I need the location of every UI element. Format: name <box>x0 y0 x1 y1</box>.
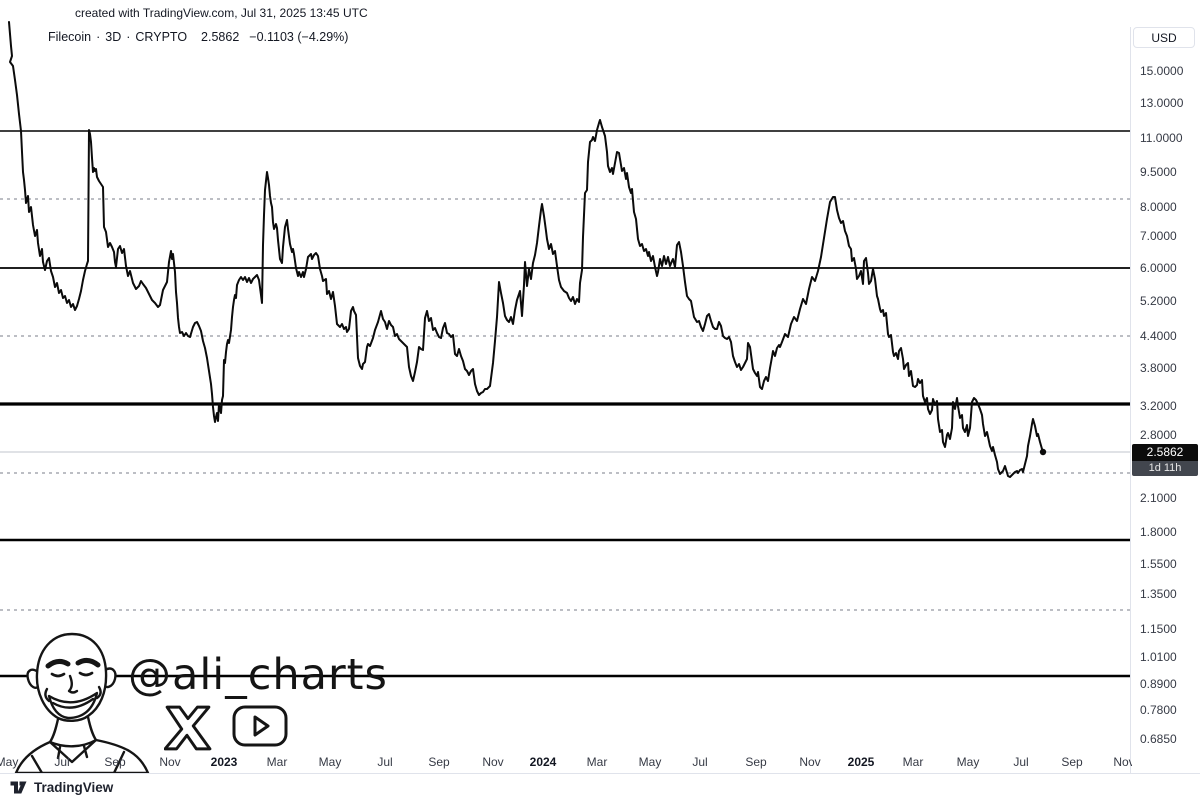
time-tick-label: Mar <box>266 755 288 769</box>
price-tick-label: 3.8000 <box>1140 361 1177 375</box>
symbol-interval: 3D <box>105 30 122 44</box>
time-tick-year-label: 2025 <box>847 755 875 769</box>
time-tick-label: Nov <box>799 755 821 769</box>
time-tick-label: Nov <box>482 755 504 769</box>
time-tick-label: Sep <box>428 755 450 769</box>
separator-dot: · <box>126 30 131 44</box>
time-tick-label: Jul <box>692 755 708 769</box>
price-tick-label: 5.2000 <box>1140 294 1177 308</box>
price-scale-separator <box>1130 27 1131 773</box>
watermark-handle: @ali_charts <box>128 650 388 700</box>
symbol-exchange: CRYPTO <box>135 30 188 44</box>
price-tick-label: 0.8900 <box>1140 677 1177 691</box>
price-tick-label: 13.0000 <box>1140 96 1184 110</box>
youtube-logo-icon <box>232 705 288 747</box>
time-tick-label: May <box>0 755 19 769</box>
time-tick-label: May <box>318 755 342 769</box>
price-tick-label: 1.0100 <box>1140 650 1177 664</box>
time-tick-label: Jul <box>54 755 70 769</box>
price-tick-label: 9.5000 <box>1140 165 1177 179</box>
price-tick-label: 7.0000 <box>1140 229 1177 243</box>
time-tick-year-label: 2023 <box>210 755 238 769</box>
tradingview-footer[interactable]: TradingView <box>10 780 113 795</box>
time-tick-label: Jul <box>377 755 393 769</box>
symbol-legend[interactable]: Filecoin · 3D · CRYPTO 2.5862 −0.1103 (−4.29%) <box>48 30 348 44</box>
price-tick-label: 2.8000 <box>1140 428 1177 442</box>
price-tick-label: 1.8000 <box>1140 525 1177 539</box>
portrait-sketch-icon <box>14 632 150 773</box>
footer-separator <box>0 773 1200 774</box>
legend-last-price: 2.5862 <box>201 30 240 44</box>
last-price-badge: 2.5862 1d 11h <box>1132 444 1198 476</box>
time-tick-label: Mar <box>902 755 924 769</box>
last-price-dot <box>1039 448 1047 456</box>
time-tick-label: Nov <box>1113 755 1132 769</box>
time-tick-label: Sep <box>745 755 767 769</box>
time-scale[interactable]: May Jul Sep Nov 2023 Mar May Jul Sep Nov 2024 Mar Ma… <box>0 750 1132 773</box>
price-tick-label: 4.4000 <box>1140 329 1177 343</box>
last-price-value: 2.5862 <box>1132 444 1198 461</box>
price-tick-label: 0.7800 <box>1140 703 1177 717</box>
time-tick-label: May <box>956 755 980 769</box>
creation-credit: created with TradingView.com, Jul 31, 20… <box>75 6 368 20</box>
time-tick-label: Jul <box>1013 755 1029 769</box>
price-tick-label: 6.0000 <box>1140 261 1177 275</box>
time-tick-label: Nov <box>159 755 181 769</box>
legend-change: −0.1103 (−4.29%) <box>249 30 349 44</box>
time-tick-label: Sep <box>1061 755 1083 769</box>
price-tick-label: 0.6850 <box>1140 732 1177 746</box>
tradingview-brand: TradingView <box>34 780 114 795</box>
price-tick-label: 2.1000 <box>1140 491 1177 505</box>
tradingview-logo-icon <box>10 781 27 794</box>
price-chart-canvas[interactable] <box>0 0 1130 773</box>
time-tick-label: May <box>638 755 662 769</box>
x-logo-icon <box>164 705 212 751</box>
price-tick-label: 3.2000 <box>1140 399 1177 413</box>
price-series-line <box>8 21 1044 478</box>
price-tick-label: 8.0000 <box>1140 200 1177 214</box>
price-tick-label: 15.0000 <box>1140 64 1184 78</box>
symbol-name: Filecoin <box>48 30 92 44</box>
time-tick-label: Sep <box>104 755 126 769</box>
price-tick-label: 1.1500 <box>1140 622 1177 636</box>
time-tick-label: Mar <box>586 755 608 769</box>
price-tick-label: 11.0000 <box>1140 131 1183 145</box>
time-tick-year-label: 2024 <box>529 755 557 769</box>
price-tick-label: 1.3500 <box>1140 587 1177 601</box>
separator-dot: · <box>96 30 101 44</box>
bar-countdown: 1d 11h <box>1132 461 1198 476</box>
price-tick-label: 1.5500 <box>1140 557 1177 571</box>
currency-toggle-button[interactable]: USD <box>1133 27 1195 48</box>
price-scale[interactable]: USD 15.0000 13.0000 11.0000 9.5000 8.0000 7.0… <box>1131 0 1200 773</box>
